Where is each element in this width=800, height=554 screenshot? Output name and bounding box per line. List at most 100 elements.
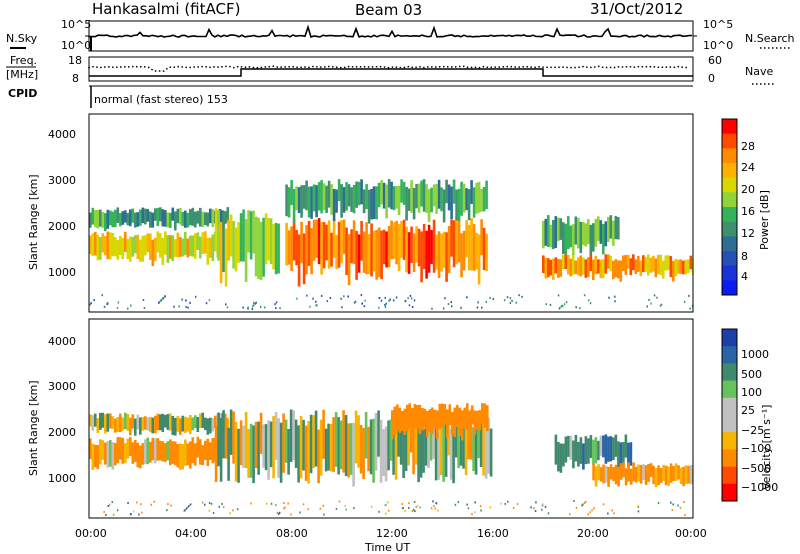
heatmap-cell [684, 465, 688, 484]
heatmap-cell [116, 509, 119, 512]
heatmap-cell [674, 258, 678, 277]
heatmap-cell [227, 219, 230, 261]
colorbar-segment [722, 265, 737, 281]
heatmap-cell [481, 403, 484, 424]
heatmap-cell [382, 229, 386, 265]
heatmap-cell [599, 467, 603, 482]
heatmap-cell [604, 434, 608, 464]
heatmap-cell [224, 228, 228, 287]
heatmap-cell [403, 408, 407, 435]
heatmap-cell [442, 421, 445, 482]
heatmap-cell [393, 406, 397, 436]
heatmap-cell [262, 217, 265, 277]
heatmap-cell [149, 417, 152, 433]
heatmap-cell [252, 210, 255, 254]
heatmap-cell [319, 419, 323, 476]
heatmap-cell [413, 501, 416, 503]
heatmap-cell [111, 501, 113, 503]
power-cbar-tick: 20 [741, 183, 755, 196]
heatmap-cell [594, 255, 598, 275]
heatmap-cell [91, 415, 95, 431]
heatmap-cell [149, 233, 152, 260]
time-tick: 08:00 [276, 527, 308, 540]
heatmap-cell [602, 259, 605, 279]
heatmap-cell [352, 422, 355, 487]
heatmap-cell [360, 221, 363, 261]
heatmap-cell [111, 442, 115, 470]
heatmap-cell [397, 185, 401, 215]
heatmap-cell [312, 297, 314, 300]
heatmap-cell [109, 232, 112, 260]
heatmap-cell [277, 418, 280, 478]
heatmap-cell [481, 306, 483, 309]
heatmap-cell [290, 180, 293, 206]
heatmap-cell [234, 227, 238, 272]
heatmap-cell [141, 443, 145, 465]
heatmap-cell [186, 212, 190, 228]
heatmap-cell [265, 502, 268, 505]
heatmap-cell [558, 307, 561, 310]
heatmap-cell [173, 305, 175, 308]
heatmap-cell [186, 238, 190, 258]
heatmap-cell [151, 239, 155, 267]
heatmap-cell [607, 436, 610, 462]
heatmap-cell [579, 437, 583, 464]
heatmap-cell [581, 504, 583, 507]
heatmap-cell [420, 180, 423, 207]
heatmap-cell [262, 424, 265, 468]
heatmap-cell [236, 508, 239, 511]
heatmap-cell [320, 180, 323, 214]
heatmap-cell [447, 303, 450, 305]
heatmap-cell [438, 403, 442, 429]
heatmap-cell [360, 179, 363, 205]
time-axis: 00:00 04:00 08:00 12:00 16:00 20:00 00:0… [75, 527, 707, 554]
colorbar-segment [722, 346, 737, 364]
velocity-colorbar [722, 329, 737, 502]
heatmap-cell [191, 207, 195, 226]
heatmap-cell [196, 210, 200, 224]
heatmap-cell [679, 467, 683, 484]
heatmap-cell [682, 260, 685, 275]
heatmap-cell [196, 232, 200, 250]
heatmap-cell [204, 231, 207, 254]
heatmap-cell [129, 417, 132, 436]
heatmap-cell [544, 505, 547, 508]
heatmap-cell [545, 303, 547, 306]
heatmap-cell [446, 409, 449, 439]
heatmap-cell [589, 435, 593, 458]
heatmap-cell [121, 417, 125, 431]
heatmap-cell [677, 504, 679, 507]
heatmap-cell [572, 255, 575, 275]
heatmap-cell [357, 415, 360, 468]
heatmap-cell [430, 507, 433, 510]
heatmap-cell [609, 215, 613, 239]
heatmap-cell [176, 415, 180, 432]
heatmap-cell [388, 299, 390, 302]
heatmap-cell [340, 297, 342, 300]
heatmap-cell [101, 294, 103, 297]
heatmap-cell [139, 209, 142, 226]
heatmap-cell [96, 209, 100, 229]
heatmap-cell [347, 234, 351, 286]
freq-left-tick-top: 18 [68, 54, 82, 67]
heatmap-cell [322, 183, 326, 211]
heatmap-cell [565, 301, 568, 304]
heatmap-cell [191, 437, 195, 464]
heatmap-cell [430, 230, 433, 264]
heatmap-cell [314, 410, 318, 467]
heatmap-cell [219, 221, 223, 284]
heatmap-cell [136, 501, 138, 504]
heatmap-cell [370, 188, 373, 220]
heatmap-cell [432, 219, 436, 273]
heatmap-cell [462, 183, 466, 213]
noise-right-label: N.Search [745, 32, 795, 45]
heatmap-cell [302, 419, 305, 471]
heatmap-cell [141, 235, 145, 262]
heatmap-cell [442, 307, 445, 310]
heatmap-cell [486, 405, 489, 432]
heatmap-cell [421, 408, 424, 431]
heatmap-cell [211, 209, 215, 228]
heatmap-cell [362, 427, 365, 479]
heatmap-cell [279, 422, 283, 483]
heatmap-cell [475, 232, 478, 270]
